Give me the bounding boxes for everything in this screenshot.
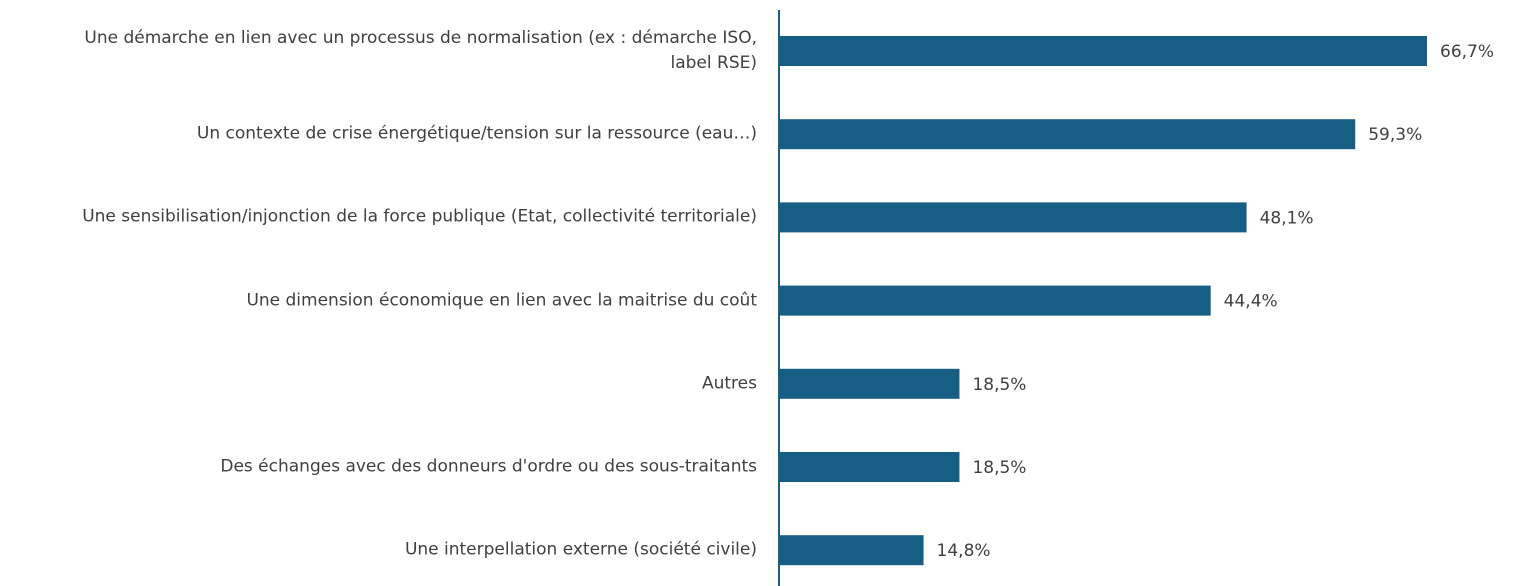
category-label: Une interpellation externe (société civi…	[404, 539, 757, 560]
data-label: 14,8%	[937, 541, 991, 561]
data-label: 59,3%	[1368, 125, 1422, 145]
data-label: 48,1%	[1260, 208, 1314, 228]
bar	[780, 535, 924, 566]
category-label: Des échanges avec des donneurs d'ordre o…	[220, 456, 757, 477]
category-label: Un contexte de crise énergétique/tension…	[196, 123, 757, 144]
bar	[780, 202, 1247, 233]
data-label: 18,5%	[972, 375, 1026, 395]
bar	[780, 285, 1211, 316]
data-label: 66,7%	[1440, 42, 1494, 62]
category-label: Autres	[701, 373, 757, 394]
bar	[780, 368, 960, 399]
bar	[780, 452, 960, 482]
category-label: Une démarche en lien avec un processus d…	[84, 28, 757, 73]
bar	[780, 36, 1427, 66]
category-label: Une dimension économique en lien avec la…	[246, 290, 757, 311]
category-label: Une sensibilisation/injonction de la for…	[82, 206, 757, 227]
bar	[780, 119, 1356, 150]
data-label: 18,5%	[972, 458, 1026, 478]
data-label: 44,4%	[1224, 292, 1278, 312]
